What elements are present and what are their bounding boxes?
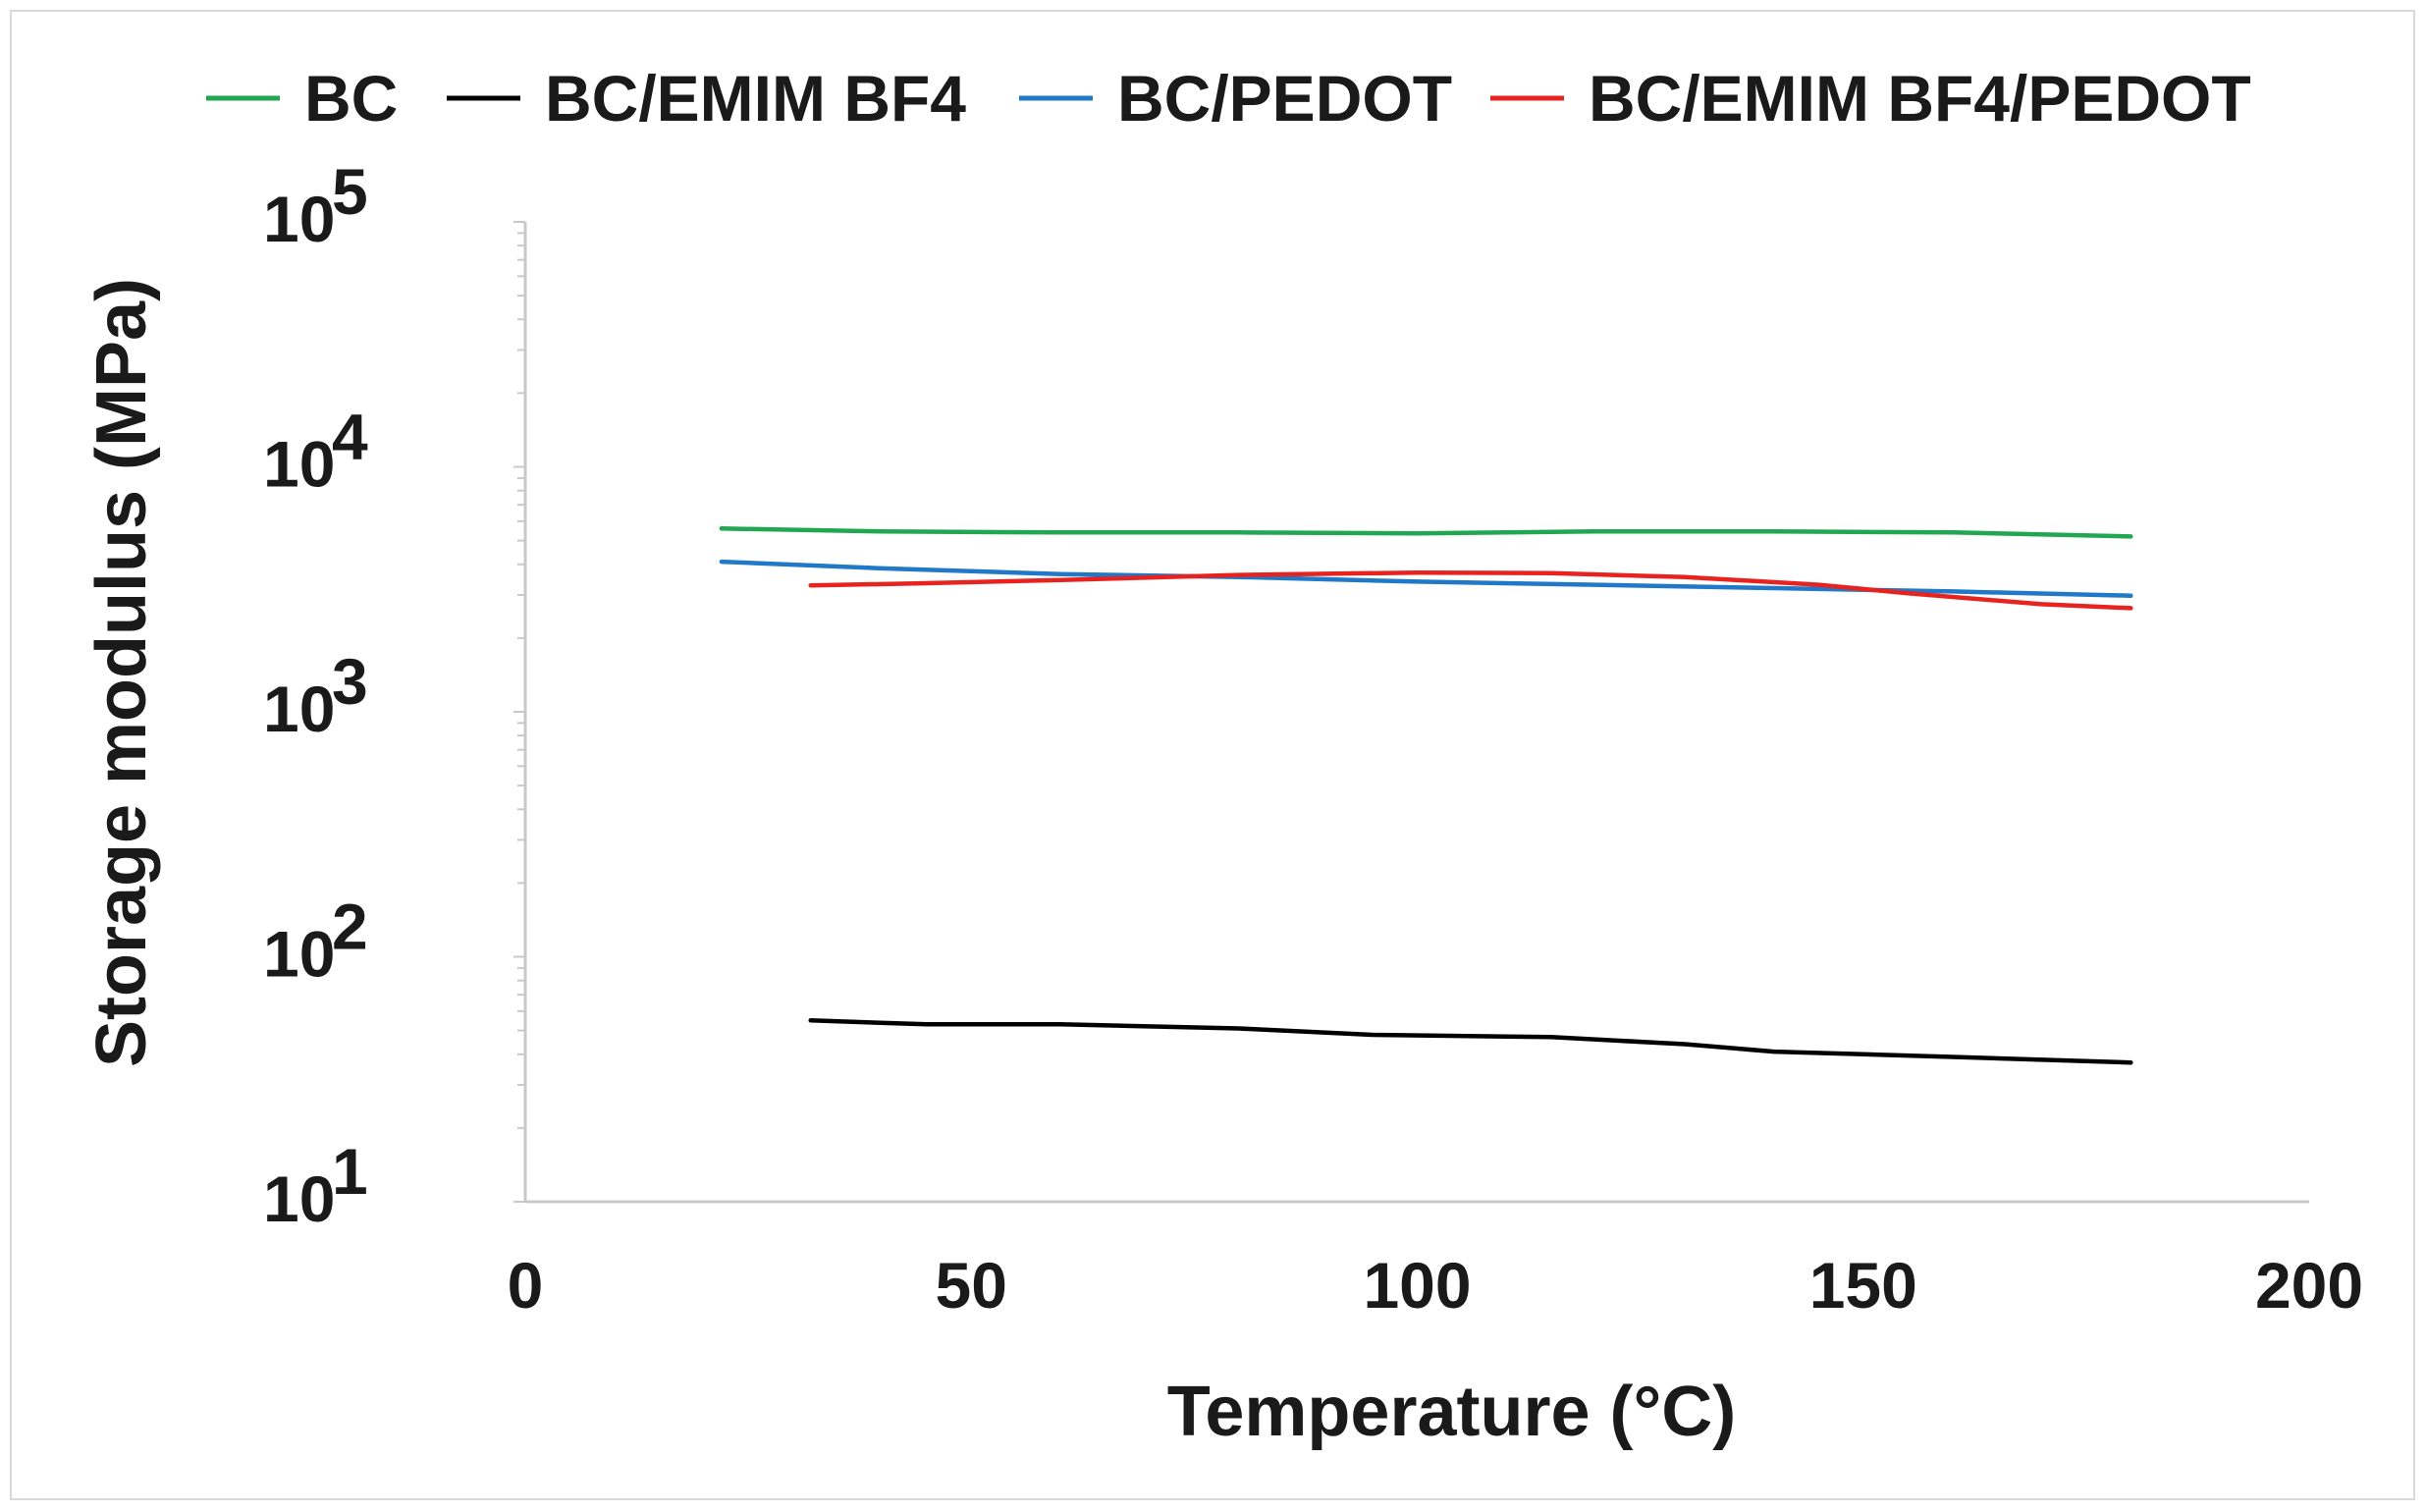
x-tick-label: 100	[1363, 1249, 1471, 1322]
y-tick-label: 103	[263, 645, 368, 745]
y-tick-label: 102	[263, 891, 368, 991]
y-tick-label: 104	[263, 401, 368, 501]
y-axis-title: Storage modulus (MPa)	[82, 278, 161, 1067]
legend-entry: BC/EMIM BF4	[447, 62, 966, 135]
y-tick-label: 101	[263, 1135, 368, 1235]
axes	[513, 221, 2309, 1204]
y-tick-exponent: 5	[332, 155, 368, 228]
y-tick-base: 10	[263, 183, 335, 255]
y-tick-base: 10	[263, 673, 335, 745]
y-tick-base: 10	[263, 918, 335, 991]
x-tick-label: 150	[1809, 1249, 1917, 1322]
y-tick-exponent: 1	[332, 1135, 368, 1208]
legend-label: BC/EMIM BF4/PEDOT	[1589, 62, 2251, 135]
legend-label: BC/EMIM BF4	[545, 62, 966, 135]
legend-label: BC	[304, 62, 398, 135]
series-line-bc-emim-bf4-pedot	[808, 569, 2133, 611]
y-tick-exponent: 4	[332, 401, 368, 473]
series-layer	[719, 526, 2133, 1065]
series-line-bc-emim-bf4	[808, 1018, 2133, 1065]
x-tick-label: 0	[508, 1249, 544, 1322]
chart-frame	[10, 10, 2415, 1500]
y-tick-base: 10	[263, 1162, 335, 1235]
x-tick-label: 50	[936, 1249, 1007, 1322]
legend-entry: BC/EMIM BF4/PEDOT	[1490, 62, 2251, 135]
series-line-bc	[719, 526, 2133, 539]
legend-entry: BC/PEDOT	[1019, 62, 1452, 135]
x-tick-labels: 0 50 100 150 200	[508, 1249, 2363, 1322]
y-tick-exponent: 3	[332, 645, 368, 718]
y-tick-base: 10	[263, 428, 335, 501]
legend-label: BC/PEDOT	[1117, 62, 1452, 135]
legend-entry: BC	[206, 62, 398, 135]
x-axis-title: Temperature (°C)	[1167, 1373, 1737, 1451]
y-tick-label: 105	[263, 155, 368, 255]
series-line-bc-pedot	[719, 559, 2133, 598]
y-minor-ticks	[513, 221, 525, 1203]
legend: BC BC/EMIM BF4 BC/PEDOT BC/EMIM BF4/PEDOT	[206, 62, 2251, 135]
x-tick-label: 200	[2255, 1249, 2363, 1322]
y-tick-exponent: 2	[332, 891, 368, 963]
